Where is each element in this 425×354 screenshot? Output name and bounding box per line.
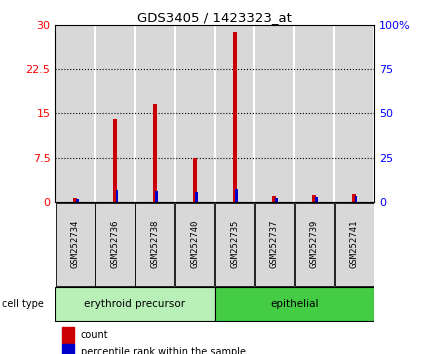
- Text: GSM252739: GSM252739: [310, 220, 319, 268]
- Bar: [275, 198, 278, 202]
- Bar: [255, 202, 294, 286]
- Text: GSM252735: GSM252735: [230, 220, 239, 268]
- Bar: [55, 25, 95, 202]
- Bar: [56, 202, 95, 286]
- Bar: [215, 202, 254, 286]
- Text: count: count: [81, 330, 108, 340]
- Bar: [62, 327, 74, 343]
- Bar: [295, 202, 334, 286]
- Bar: [156, 191, 158, 202]
- Title: GDS3405 / 1423323_at: GDS3405 / 1423323_at: [137, 11, 292, 24]
- Bar: [113, 119, 117, 202]
- Text: erythroid precursor: erythroid precursor: [85, 299, 185, 309]
- Bar: [272, 196, 276, 202]
- Bar: [153, 104, 157, 202]
- Bar: [232, 33, 237, 202]
- Bar: [96, 202, 135, 286]
- Bar: [355, 196, 357, 202]
- Text: percentile rank within the sample: percentile rank within the sample: [81, 347, 246, 354]
- Text: GSM252738: GSM252738: [150, 220, 159, 268]
- Bar: [73, 198, 77, 202]
- Bar: [193, 158, 197, 202]
- Bar: [116, 190, 119, 202]
- Text: GSM252736: GSM252736: [110, 220, 119, 268]
- Bar: [55, 287, 215, 321]
- Bar: [294, 25, 334, 202]
- Bar: [334, 202, 374, 286]
- Bar: [175, 202, 214, 286]
- Bar: [315, 198, 317, 202]
- Text: GSM252740: GSM252740: [190, 220, 199, 268]
- Bar: [334, 25, 374, 202]
- Bar: [95, 25, 135, 202]
- Bar: [215, 25, 255, 202]
- Bar: [62, 344, 74, 354]
- Bar: [135, 25, 175, 202]
- Bar: [255, 25, 294, 202]
- Text: GSM252741: GSM252741: [350, 220, 359, 268]
- Bar: [175, 25, 215, 202]
- Bar: [312, 195, 316, 202]
- Bar: [215, 287, 374, 321]
- Text: GSM252734: GSM252734: [71, 220, 79, 268]
- Bar: [196, 192, 198, 202]
- Text: GSM252737: GSM252737: [270, 220, 279, 268]
- Bar: [235, 188, 238, 202]
- Text: cell type: cell type: [2, 299, 44, 309]
- Bar: [135, 202, 174, 286]
- Bar: [76, 199, 79, 202]
- Bar: [352, 194, 356, 202]
- Text: epithelial: epithelial: [270, 299, 319, 309]
